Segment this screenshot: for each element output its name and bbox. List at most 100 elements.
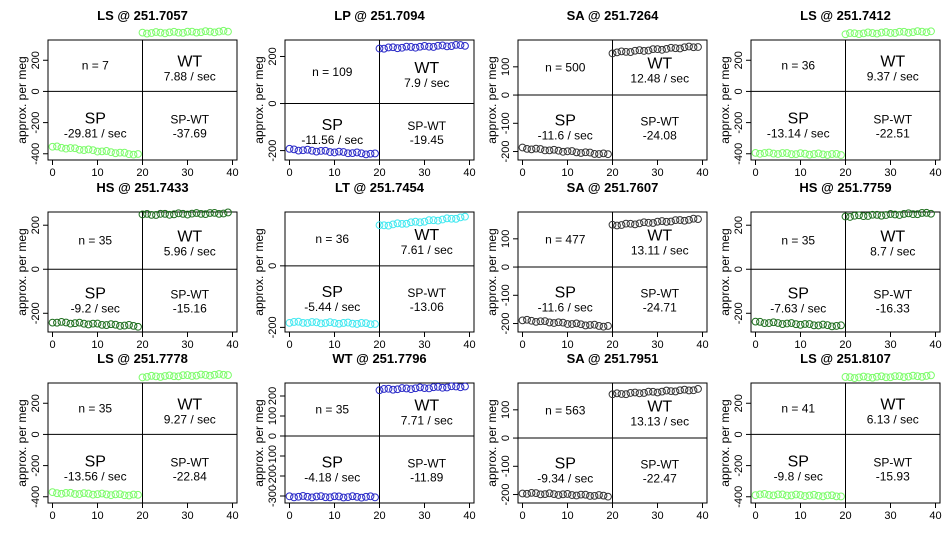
wt-data-point [640, 389, 648, 397]
sp-data-point [563, 320, 572, 328]
wt-data-point [841, 30, 850, 39]
wt-data-point [143, 29, 151, 38]
chart-title: HS @ 251.7759 [799, 180, 891, 195]
wt-data-point [622, 219, 630, 228]
sp-wt-label: SP-WT [640, 115, 679, 129]
sp-data-point [357, 493, 366, 502]
sp-data-point [89, 319, 97, 328]
y-tick-label: -200 [500, 313, 512, 335]
wt-data-point [174, 372, 183, 381]
sp-rate-label: -7.63 / sec [770, 302, 826, 316]
sp-data-point [116, 148, 124, 157]
wt-data-point [447, 42, 456, 50]
sp-data-point [285, 318, 294, 327]
sp-data-point [84, 489, 93, 498]
sp-data-point [62, 488, 70, 497]
y-tick-label: 0 [267, 263, 279, 269]
wt-rate-label: 13.13 / sec [630, 415, 689, 429]
wt-data-point [152, 211, 160, 219]
sp-data-point [765, 491, 773, 499]
wt-data-point [649, 387, 657, 396]
sp-data-point [80, 146, 88, 154]
wt-data-point [676, 44, 684, 53]
sp-data-point [62, 318, 70, 327]
wt-data-point [416, 383, 424, 392]
sp-data-point [353, 320, 361, 328]
y-axis-label: approx. per meg [485, 56, 499, 143]
sp-data-point [792, 490, 800, 499]
y-tick-label: 200 [267, 387, 279, 405]
x-tick-label: 10 [91, 339, 103, 351]
sp-data-point [93, 490, 102, 499]
wt-data-point [215, 27, 223, 36]
wt-data-point [215, 209, 223, 218]
sp-data-point [581, 321, 590, 330]
y-tick-label: 100 [267, 407, 279, 425]
wt-data-point [183, 210, 192, 219]
wt-data-point [429, 43, 438, 51]
sp-data-point [299, 492, 307, 500]
x-tick-label: 40 [226, 167, 238, 179]
x-tick-label: 0 [286, 510, 292, 522]
wt-data-point [393, 219, 402, 228]
sp-data-point [120, 491, 129, 500]
sp-data-point [75, 145, 84, 154]
sp-label: SP [85, 454, 106, 471]
sp-data-point [89, 146, 97, 155]
sp-data-point [48, 142, 57, 151]
chart-title: HS @ 251.7433 [96, 180, 188, 195]
sp-data-point [523, 144, 531, 153]
wt-data-point [891, 29, 899, 37]
wt-data-point [192, 28, 201, 37]
wt-data-point [219, 209, 228, 218]
sp-data-point [344, 493, 352, 501]
sp-data-point [107, 320, 115, 329]
wt-data-point [617, 390, 626, 398]
sp-data-point [778, 320, 787, 328]
sp-data-point [801, 492, 809, 500]
wt-data-point [407, 43, 415, 51]
wt-data-point [644, 46, 653, 55]
sp-data-point [57, 317, 66, 326]
sp-wt-label: SP-WT [873, 113, 912, 127]
y-tick-label: 0 [500, 435, 512, 441]
wt-data-point [644, 387, 653, 396]
wt-data-point [653, 217, 662, 226]
sp-data-point [599, 149, 608, 158]
wt-data-point [635, 389, 644, 398]
wt-rate-label: 7.88 / sec [164, 70, 216, 84]
wt-data-point [443, 383, 451, 392]
x-tick-label: 20 [373, 167, 385, 179]
wt-data-point [667, 43, 675, 52]
wt-data-point [165, 28, 174, 37]
sp-label: SP [85, 286, 106, 303]
sp-data-point [107, 148, 115, 157]
sp-label: SP [788, 286, 809, 303]
wt-data-point [662, 386, 671, 395]
sp-data-point [66, 488, 75, 497]
x-tick-label: 20 [606, 510, 618, 522]
x-tick-label: 20 [839, 339, 851, 351]
sp-data-point [536, 490, 545, 499]
sp-data-point [335, 147, 343, 156]
x-tick-label: 30 [651, 167, 663, 179]
wt-data-point [613, 48, 621, 57]
sp-data-point [765, 319, 773, 327]
sp-wt-value: -24.08 [643, 129, 677, 143]
wt-data-point [904, 28, 913, 37]
sp-data-point [568, 491, 576, 499]
sp-data-point [75, 490, 84, 498]
wt-rate-label: 5.96 / sec [164, 245, 216, 259]
wt-data-point [608, 220, 617, 229]
sp-rate-label: -29.81 / sec [64, 127, 127, 141]
wt-data-point [389, 220, 397, 229]
y-axis-label: approx. per meg [718, 399, 732, 486]
sp-data-point [572, 148, 581, 157]
sp-data-point [751, 317, 760, 326]
wt-data-point [658, 387, 666, 396]
sp-data-point [348, 319, 357, 328]
sp-wt-value: -11.89 [410, 471, 443, 485]
sp-data-point [317, 147, 325, 155]
